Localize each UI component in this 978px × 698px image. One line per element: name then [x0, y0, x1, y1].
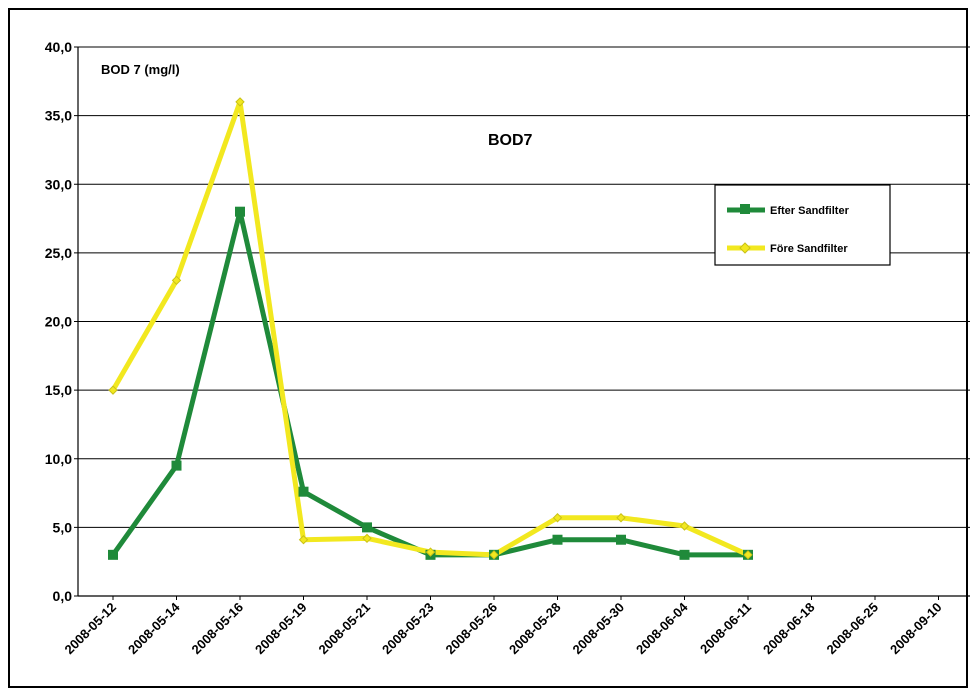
x-tick-label: 2008-06-18: [760, 600, 818, 658]
data-point-fore: [108, 385, 118, 395]
data-point-efter: [235, 206, 245, 217]
data-point-efter: [362, 522, 372, 533]
y-axis-label: BOD 7 (mg/l): [101, 62, 180, 77]
data-point-fore: [298, 535, 309, 545]
data-point-efter: [616, 534, 626, 545]
data-point-fore: [171, 275, 182, 286]
data-point-efter: [108, 549, 118, 560]
x-tick-label: 2008-06-04: [633, 599, 691, 657]
y-tick-label: 35,0: [45, 108, 72, 124]
x-tick-label: 2008-05-26: [442, 600, 500, 658]
series-line-efter: [110, 209, 751, 558]
x-tick-label: 2008-05-30: [569, 600, 627, 658]
x-tick-label: 2008-05-19: [252, 600, 310, 658]
grid-lines: [78, 46, 970, 528]
data-point-efter: [171, 460, 182, 471]
x-tick-label: 2008-09-10: [887, 600, 945, 658]
x-tick-label: 2008-05-21: [315, 600, 373, 658]
data-point-fore: [489, 550, 499, 560]
legend-label-efter: Efter Sandfilter: [770, 205, 850, 217]
y-tick-label: 5,0: [53, 519, 73, 535]
x-tick-label: 2008-06-25: [823, 600, 881, 658]
data-point-efter: [298, 486, 309, 497]
data-point-fore: [743, 550, 753, 560]
y-tick-label: 20,0: [45, 314, 72, 330]
data-point-fore: [616, 513, 626, 523]
data-point-fore: [552, 513, 563, 523]
series-lines: [108, 97, 753, 560]
data-point-fore: [235, 97, 245, 107]
data-point-efter: [552, 534, 563, 545]
data-point-fore: [679, 521, 690, 531]
x-tick-label: 2008-06-11: [697, 600, 754, 657]
legend-label-fore: Före Sandfilter: [770, 243, 848, 255]
y-tick-label: 10,0: [45, 451, 72, 467]
y-tick-label: 40,0: [45, 39, 72, 55]
legend: Efter Sandfilter Före Sandfilter: [714, 184, 891, 266]
x-tick-label: 2008-05-28: [506, 600, 564, 658]
x-tick-label: 2008-05-23: [379, 600, 437, 658]
chart-frame: [8, 8, 968, 688]
x-tick-label: 2008-05-16: [188, 600, 246, 658]
legend-marker-fore: [739, 242, 751, 254]
data-point-fore: [425, 547, 436, 557]
x-tick-label: 2008-05-14: [125, 599, 183, 657]
data-point-efter: [679, 549, 690, 560]
y-tick-label: 25,0: [45, 245, 72, 261]
y-tick-label: 15,0: [45, 382, 72, 398]
x-tick-label: 2008-05-12: [61, 600, 119, 658]
y-tick-label: 0,0: [53, 588, 73, 604]
chart-title: BOD7: [488, 132, 533, 149]
y-tick-label: 30,0: [45, 176, 72, 192]
legend-marker-efter: [740, 204, 750, 214]
data-point-fore: [362, 533, 372, 544]
